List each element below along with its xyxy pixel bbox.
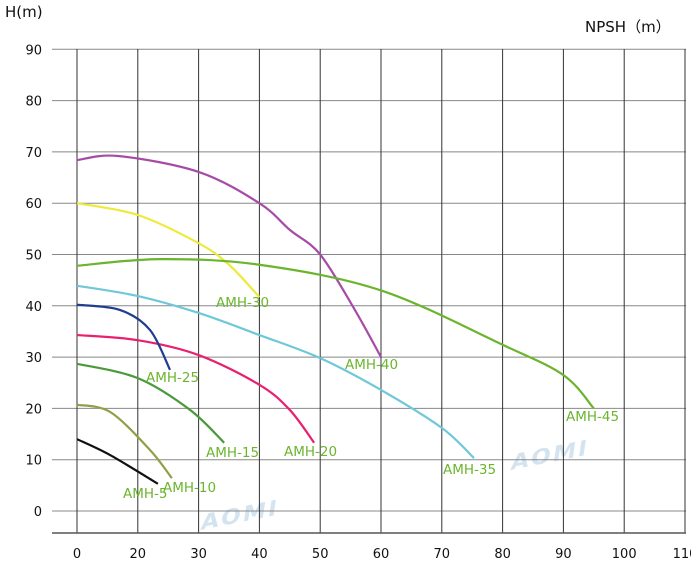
y-tick-label: 70 <box>25 146 42 161</box>
curve-amh-25 <box>76 303 172 371</box>
x-tick-label: 80 <box>494 547 511 562</box>
curve-amh-45 <box>76 257 595 410</box>
x-tick-label: 40 <box>251 547 268 562</box>
curve-label-amh-10: AMH-10 <box>163 480 216 496</box>
curve-amh-15 <box>76 362 225 444</box>
y-tick-label: 60 <box>25 197 42 212</box>
curve-label-amh-25: AMH-25 <box>146 370 199 386</box>
y-tick-label: 50 <box>25 249 42 264</box>
y-axis-title: H(m) <box>5 3 43 21</box>
x-tick-label: 100 <box>612 547 637 562</box>
x-tick-label: 70 <box>434 547 451 562</box>
npsh-axis-title: NPSH（m） <box>585 18 671 36</box>
curve-amh-20 <box>76 333 316 444</box>
y-tick-label: 10 <box>25 454 42 469</box>
aomi-watermark-logo: AOMI <box>509 436 590 476</box>
curve-label-amh-45: AMH-45 <box>566 409 619 425</box>
curve-amh-30 <box>76 202 261 298</box>
x-tick-label: 90 <box>555 547 572 562</box>
curve-label-amh-5: AMH-5 <box>123 486 168 502</box>
y-tick-label: 20 <box>25 402 42 417</box>
curve-label-amh-30: AMH-30 <box>216 295 269 311</box>
x-tick-label: 30 <box>190 547 207 562</box>
y-tick-label: 90 <box>25 43 42 58</box>
curve-amh-5 <box>76 438 159 485</box>
aomi-watermark-logo: AOMI <box>199 496 280 536</box>
x-tick-label: 60 <box>373 547 390 562</box>
curve-amh-40 <box>76 154 382 358</box>
y-tick-label: 80 <box>25 95 42 110</box>
curve-amh-10 <box>76 403 173 479</box>
y-tick-label: 30 <box>25 351 42 366</box>
curve-label-amh-20: AMH-20 <box>284 444 337 460</box>
curve-label-amh-15: AMH-15 <box>206 445 259 461</box>
x-tick-label: 0 <box>73 547 81 562</box>
y-tick-label: 0 <box>34 505 42 520</box>
curve-label-amh-40: AMH-40 <box>345 357 398 373</box>
x-tick-label: 110 <box>673 547 691 562</box>
x-tick-label: 20 <box>130 547 147 562</box>
x-tick-label: 50 <box>312 547 329 562</box>
curve-label-amh-35: AMH-35 <box>443 462 496 478</box>
y-tick-label: 40 <box>25 300 42 315</box>
curve-amh-35 <box>76 284 475 459</box>
